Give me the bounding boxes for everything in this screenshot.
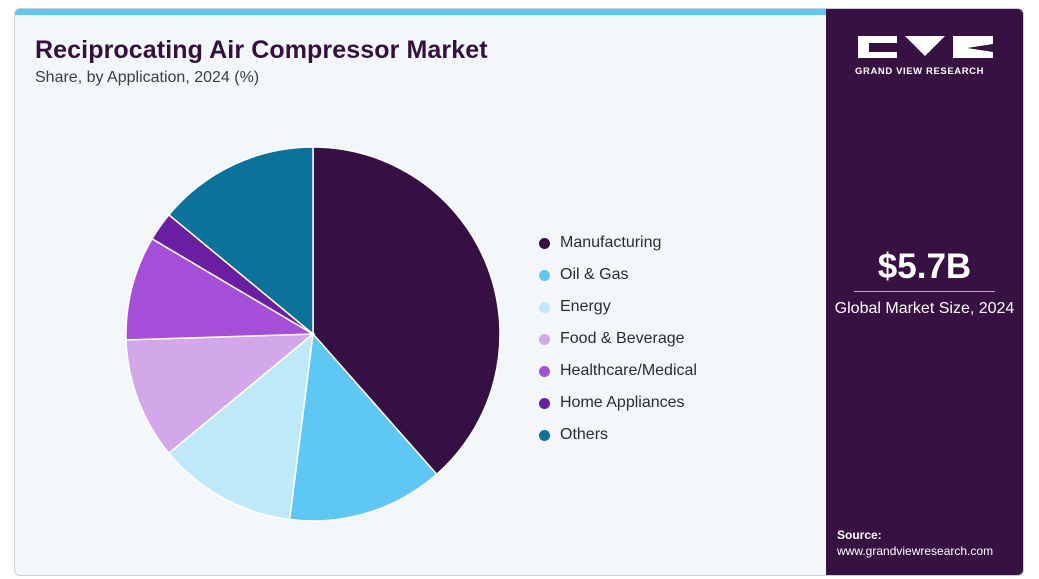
divider <box>854 291 995 292</box>
chart-card: Reciprocating Air Compressor Market Shar… <box>14 8 1024 576</box>
market-size-label: Global Market Size, 2024 <box>834 300 1015 317</box>
legend-item-manufacturing: Manufacturing <box>539 227 697 259</box>
gvr-logo-icon <box>858 36 993 58</box>
brand-logo: GRAND VIEW RESEARCH <box>855 34 995 77</box>
info-sidebar: GRAND VIEW RESEARCH $5.7B Global Market … <box>826 9 1023 575</box>
legend-label: Energy <box>560 298 611 315</box>
legend-label: Home Appliances <box>560 394 685 411</box>
legend-item-oil-gas: Oil & Gas <box>539 259 697 291</box>
market-size-value: $5.7B <box>877 247 972 286</box>
legend-item-food-beverage: Food & Beverage <box>539 323 697 355</box>
pie-slice-healthcare-medical <box>125 237 316 341</box>
legend-label: Others <box>560 426 609 443</box>
chart-panel: Reciprocating Air Compressor Market Shar… <box>15 9 826 575</box>
pie-slice-oil-gas <box>288 332 438 522</box>
legend-dot-icon <box>539 429 550 441</box>
legend-label: Food & Beverage <box>560 330 685 347</box>
source-url[interactable]: www.grandviewresearch.com <box>837 544 994 558</box>
legend-item-energy: Energy <box>539 291 697 323</box>
pie-slice-manufacturing <box>312 146 501 476</box>
source-label: Source: <box>837 528 882 542</box>
legend-dot-icon <box>539 269 550 281</box>
legend-dot-icon <box>539 237 550 249</box>
legend-dot-icon <box>539 365 550 377</box>
chart-title: Reciprocating Air Compressor Market <box>35 36 488 64</box>
pie-slice-energy <box>167 332 314 521</box>
legend-label: Manufacturing <box>560 234 662 251</box>
legend-dot-icon <box>539 301 550 313</box>
pie-chart <box>125 146 501 522</box>
chart-subtitle: Share, by Application, 2024 (%) <box>35 69 260 86</box>
chart-legend: Manufacturing Oil & Gas Energy Food & Bever… <box>539 227 697 451</box>
legend-dot-icon <box>539 333 550 345</box>
brand-name: GRAND VIEW RESEARCH <box>855 66 985 77</box>
pie-slice-others <box>167 146 314 336</box>
legend-label: Healthcare/Medical <box>560 362 697 379</box>
legend-item-home-appliances: Home Appliances <box>539 387 697 419</box>
accent-strip <box>15 9 826 15</box>
legend-item-healthcare-medical: Healthcare/Medical <box>539 355 697 387</box>
pie-slice-food-beverage <box>125 333 316 455</box>
legend-dot-icon <box>539 397 550 409</box>
legend-item-others: Others <box>539 419 697 451</box>
legend-label: Oil & Gas <box>560 266 629 283</box>
